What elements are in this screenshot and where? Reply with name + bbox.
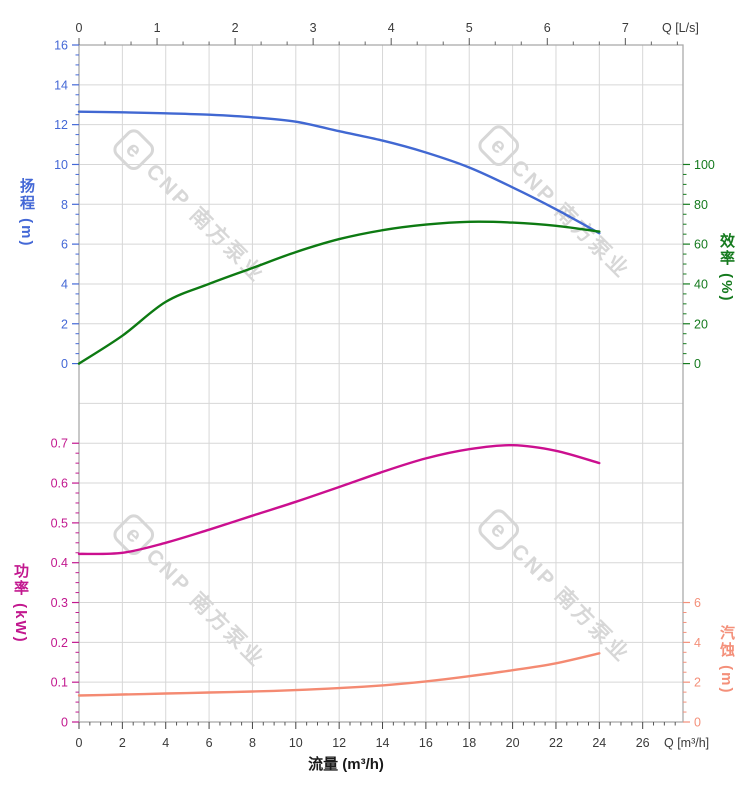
top-axis-tick-label: 5: [466, 21, 473, 35]
power-axis-tick-label: 0.4: [51, 556, 68, 570]
x-axis-tick-label: 10: [289, 736, 303, 750]
npsh-axis-tick-label: 4: [694, 636, 701, 650]
x-axis-unit-label: Q [m³/h]: [664, 736, 709, 750]
npsh-axis-tick-label: 2: [694, 676, 701, 690]
efficiency-axis-tick-label: 80: [694, 198, 708, 212]
npsh-axis-tick-label: 6: [694, 596, 701, 610]
x-axis-tick-label: 18: [462, 736, 476, 750]
efficiency-axis-tick-label: 60: [694, 238, 708, 252]
npsh-axis-title: 汽蚀 (m): [718, 625, 735, 695]
x-axis-tick-label: 6: [206, 736, 213, 750]
top-axis-tick-label: 4: [388, 21, 395, 35]
efficiency-axis-tick-label: 100: [694, 158, 715, 172]
npsh-axis-tick-label: 0: [694, 716, 701, 730]
x-axis-tick-label: 12: [332, 736, 346, 750]
head-axis-tick-label: 4: [61, 277, 68, 291]
power-axis-title: 功率 (kW): [12, 563, 29, 644]
npsh-curve: [77, 652, 601, 697]
power-axis-tick-label: 0.5: [51, 516, 68, 530]
x-axis-tick-label: 16: [419, 736, 433, 750]
efficiency-axis-title: 效率 (%): [718, 233, 735, 303]
head-axis-tick-label: 14: [54, 78, 68, 92]
head-axis-tick-label: 6: [61, 238, 68, 252]
head-axis-tick-label: 16: [54, 39, 68, 53]
x-axis-tick-label: 24: [592, 736, 606, 750]
power-axis-tick-label: 0.2: [51, 636, 68, 650]
efficiency-axis-tick-label: 40: [694, 277, 708, 291]
head-axis-tick-label: 0: [61, 357, 68, 371]
head-axis-tick-label: 10: [54, 158, 68, 172]
power-curve: [77, 443, 601, 556]
power-axis-tick-label: 0.3: [51, 596, 68, 610]
head-axis-tick-label: 12: [54, 118, 68, 132]
x-axis-tick-label: 14: [376, 736, 390, 750]
x-axis-tick-label: 2: [119, 736, 126, 750]
top-axis-unit-label: Q [L/s]: [662, 21, 699, 35]
efficiency-axis-tick-label: 0: [694, 357, 701, 371]
top-axis-tick-label: 3: [310, 21, 317, 35]
power-axis-tick-label: 0.6: [51, 477, 68, 491]
power-axis-tick-label: 0.7: [51, 437, 68, 451]
power-axis-tick-label: 0: [61, 716, 68, 730]
plot-frame: [78, 44, 684, 723]
head-curve: [77, 110, 601, 235]
efficiency-axis-tick-label: 20: [694, 317, 708, 331]
x-axis-tick-label: 20: [506, 736, 520, 750]
x-axis-tick-label: 8: [249, 736, 256, 750]
efficiency-curve: [77, 220, 601, 365]
top-axis-tick-label: 7: [622, 21, 629, 35]
head-axis-title: 扬程 (m): [18, 178, 35, 248]
head-axis-tick-label: 8: [61, 198, 68, 212]
top-axis-tick-label: 1: [154, 21, 161, 35]
top-axis-tick-label: 6: [544, 21, 551, 35]
x-axis-tick-label: 4: [162, 736, 169, 750]
x-axis-tick-label: 26: [636, 736, 650, 750]
head-axis-tick-label: 2: [61, 317, 68, 331]
top-axis-tick-label: 0: [76, 21, 83, 35]
x-axis-tick-label: 0: [76, 736, 83, 750]
flow-axis-title: 流量 (m³/h): [308, 756, 384, 773]
top-axis-tick-label: 2: [232, 21, 239, 35]
x-axis-tick-label: 22: [549, 736, 563, 750]
power-axis-tick-label: 0.1: [51, 676, 68, 690]
